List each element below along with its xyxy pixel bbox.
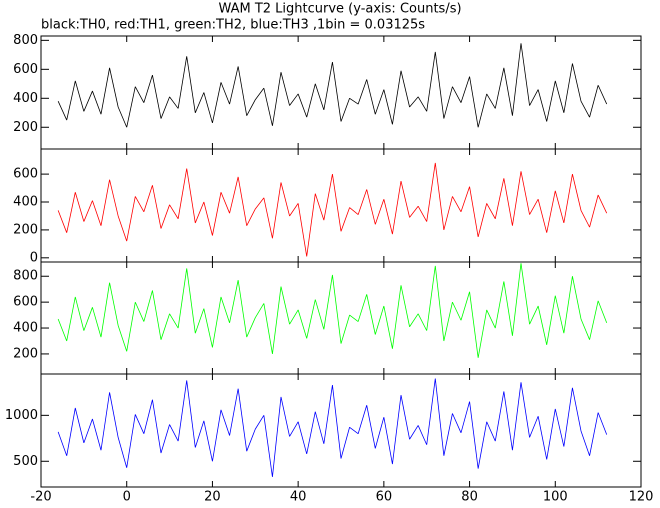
y-tick-label: 400 (13, 195, 38, 210)
y-tick-label: 600 (13, 167, 38, 182)
x-tick-label: -20 (30, 490, 51, 505)
chart-title: WAM T2 Lightcurve (y-axis: Counts/s) (218, 2, 461, 17)
panel-frame (40, 373, 642, 488)
x-tick-label: 100 (543, 490, 568, 505)
y-tick-label: 600 (13, 295, 38, 310)
y-tick-label: 400 (13, 321, 38, 336)
y-tick-label: 1000 (5, 408, 38, 423)
lightcurve (57, 43, 608, 128)
x-tick-label: 60 (376, 490, 393, 505)
x-tick-label: 40 (290, 490, 307, 505)
y-tick-label: 0 (30, 250, 38, 265)
panel-frame (40, 148, 642, 263)
y-tick-label: 200 (13, 120, 38, 135)
x-tick-label: 120 (629, 490, 654, 505)
y-tick-label: 600 (13, 62, 38, 77)
lightcurve (57, 378, 608, 477)
panel-frame (40, 35, 642, 150)
y-tick-label: 200 (13, 222, 38, 237)
x-tick-label: 0 (123, 490, 131, 505)
y-tick-label: 400 (13, 91, 38, 106)
y-tick-label: 200 (13, 346, 38, 361)
lightcurve (57, 162, 608, 257)
y-tick-label: 500 (13, 454, 38, 469)
y-tick-label: 800 (13, 33, 38, 48)
lightcurve (57, 263, 608, 358)
y-tick-label: 800 (13, 269, 38, 284)
x-tick-label: 20 (204, 490, 221, 505)
chart-subtitle: black:TH0, red:TH1, green:TH2, blue:TH3 … (41, 18, 425, 33)
x-tick-label: 80 (461, 490, 478, 505)
